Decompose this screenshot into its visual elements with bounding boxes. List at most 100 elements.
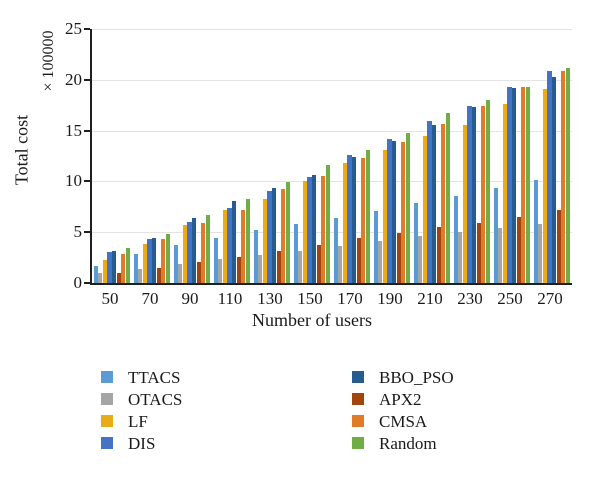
bar-TTACS-190 bbox=[373, 210, 378, 283]
bar-Random-230 bbox=[485, 100, 490, 283]
y-tick-15 bbox=[84, 129, 90, 132]
bar-CMSA-70 bbox=[161, 239, 166, 283]
bar-TTACS-110 bbox=[213, 238, 218, 283]
bar-LF-190 bbox=[382, 149, 387, 283]
bar-CMSA-170 bbox=[361, 158, 366, 283]
bar-Random-150 bbox=[325, 165, 330, 283]
bar-APX2-50 bbox=[116, 272, 121, 283]
bar-LF-110 bbox=[222, 209, 227, 283]
bar-TTACS-210 bbox=[413, 202, 418, 283]
gridline-5 bbox=[92, 232, 572, 234]
y-tick-20 bbox=[84, 78, 90, 81]
legend-swatch-DIS bbox=[101, 437, 113, 449]
bar-CMSA-130 bbox=[281, 188, 286, 283]
bar-DIS-110 bbox=[227, 207, 232, 283]
bar-LF-170 bbox=[342, 163, 347, 283]
bar-BBO_PSO-170 bbox=[352, 157, 357, 283]
bar-BBO_PSO-130 bbox=[272, 187, 277, 283]
bar-OTACS-250 bbox=[498, 228, 503, 283]
bar-BBO_PSO-190 bbox=[392, 140, 397, 283]
bar-DIS-250 bbox=[507, 86, 512, 283]
bar-Random-130 bbox=[285, 182, 290, 283]
x-tick-label-150: 150 bbox=[297, 289, 323, 308]
bar-CMSA-250 bbox=[521, 86, 526, 283]
gridline-20 bbox=[92, 79, 572, 81]
x-tick-label-190: 190 bbox=[377, 289, 403, 308]
plot-area bbox=[90, 29, 572, 285]
x-tick-label-230: 230 bbox=[457, 289, 483, 308]
bar-TTACS-70 bbox=[133, 253, 138, 283]
bar-BBO_PSO-270 bbox=[552, 76, 557, 283]
bar-CMSA-190 bbox=[401, 141, 406, 283]
bar-DIS-130 bbox=[267, 190, 272, 283]
x-tick-label-170: 170 bbox=[337, 289, 363, 308]
bar-APX2-230 bbox=[476, 223, 481, 283]
x-tick-label-90: 90 bbox=[181, 289, 199, 308]
bar-APX2-70 bbox=[156, 267, 161, 283]
bar-LF-150 bbox=[302, 181, 307, 283]
bar-OTACS-130 bbox=[258, 254, 263, 283]
y-tick-label-25: 25 bbox=[65, 19, 82, 38]
bar-BBO_PSO-70 bbox=[152, 238, 157, 283]
bar-Random-250 bbox=[525, 86, 530, 283]
bar-DIS-90 bbox=[187, 222, 192, 283]
bar-APX2-150 bbox=[316, 245, 321, 283]
legend-label-TTACS: TTACS bbox=[128, 368, 181, 387]
bar-BBO_PSO-110 bbox=[232, 200, 237, 283]
bar-TTACS-230 bbox=[453, 195, 458, 283]
y-tick-label-10: 10 bbox=[65, 171, 82, 191]
bar-Random-190 bbox=[405, 132, 410, 283]
x-tick-label-50: 50 bbox=[101, 289, 119, 308]
legend-label-DIS: DIS bbox=[128, 434, 156, 453]
bar-BBO_PSO-150 bbox=[312, 175, 317, 283]
bar-TTACS-130 bbox=[253, 230, 258, 283]
y-tick-5 bbox=[84, 231, 90, 234]
bar-LF-230 bbox=[462, 124, 467, 283]
bar-Random-90 bbox=[205, 214, 210, 283]
bar-LF-270 bbox=[542, 88, 547, 283]
bar-OTACS-50 bbox=[98, 272, 103, 283]
bar-OTACS-190 bbox=[378, 241, 383, 283]
bar-DIS-70 bbox=[147, 239, 152, 283]
bar-DIS-50 bbox=[107, 251, 112, 283]
x-tick-label-130: 130 bbox=[257, 289, 283, 308]
legend-label-LF: LF bbox=[128, 412, 148, 431]
bar-DIS-150 bbox=[307, 177, 312, 283]
bar-CMSA-230 bbox=[481, 106, 486, 283]
y-tick-label-5: 5 bbox=[73, 222, 83, 242]
x-tick-label-70: 70 bbox=[141, 289, 159, 308]
bar-CMSA-210 bbox=[441, 123, 446, 283]
legend-label-APX2: APX2 bbox=[379, 390, 422, 409]
y-tick-label-20: 20 bbox=[65, 69, 82, 89]
bar-DIS-270 bbox=[547, 70, 552, 283]
legend-swatch-LF bbox=[101, 415, 113, 427]
bar-BBO_PSO-230 bbox=[472, 107, 477, 283]
gridline-15 bbox=[92, 130, 572, 132]
bar-OTACS-110 bbox=[218, 258, 223, 283]
x-tick-label-210: 210 bbox=[417, 289, 443, 308]
bar-CMSA-150 bbox=[321, 176, 326, 283]
legend-swatch-BBO_PSO bbox=[352, 371, 364, 383]
gridline-10 bbox=[92, 181, 572, 183]
bar-LF-70 bbox=[142, 244, 147, 283]
bar-OTACS-210 bbox=[418, 236, 423, 283]
bar-BBO_PSO-210 bbox=[432, 124, 437, 283]
bar-APX2-170 bbox=[356, 238, 361, 283]
y-tick-0 bbox=[84, 282, 90, 284]
bar-DIS-210 bbox=[427, 121, 432, 283]
gridline-25 bbox=[92, 29, 572, 30]
bar-Random-70 bbox=[165, 234, 170, 283]
bar-CMSA-50 bbox=[121, 253, 126, 283]
bar-CMSA-270 bbox=[561, 70, 566, 283]
legend-label-OTACS: OTACS bbox=[128, 390, 183, 409]
bar-OTACS-170 bbox=[338, 246, 343, 283]
bar-OTACS-90 bbox=[178, 263, 183, 283]
bar-DIS-190 bbox=[387, 138, 392, 283]
y-tick-25 bbox=[84, 28, 90, 30]
y-axis-title: Total cost bbox=[11, 114, 32, 186]
bar-Random-270 bbox=[565, 67, 570, 283]
x-axis-title: Number of users bbox=[252, 310, 372, 330]
bar-DIS-170 bbox=[347, 154, 352, 283]
x-tick-label-250: 250 bbox=[497, 289, 523, 308]
